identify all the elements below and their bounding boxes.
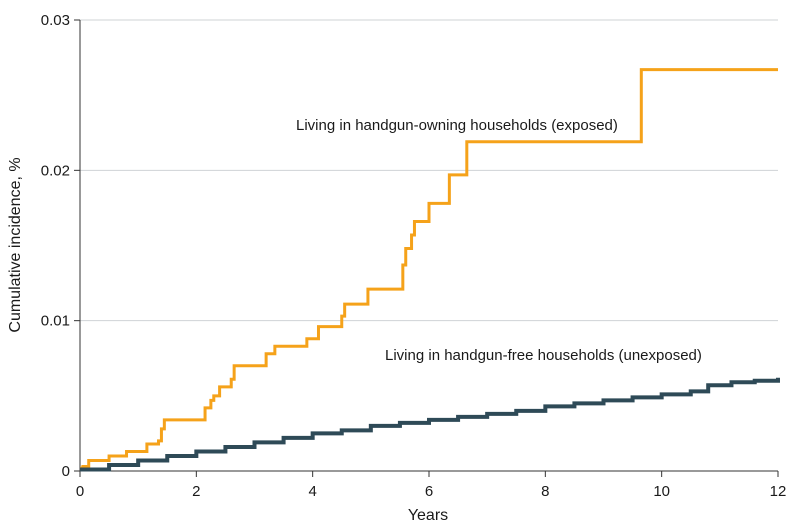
- x-tick-label: 6: [425, 483, 433, 500]
- y-tick-label: 0.01: [41, 313, 70, 330]
- series-label-unexposed: Living in handgun-free households (unexp…: [385, 347, 702, 364]
- x-axis-label: Years: [408, 507, 448, 524]
- x-tick-label: 12: [770, 483, 787, 500]
- series-line-exposed: [80, 68, 778, 470]
- x-tick-label: 0: [76, 483, 84, 500]
- y-axis-label: Cumulative incidence, %: [7, 157, 24, 332]
- series-lines: [80, 68, 780, 472]
- series-line-unexposed: [80, 377, 780, 472]
- axes: [79, 20, 778, 472]
- x-tick-label: 4: [308, 483, 316, 500]
- y-tick-label: 0: [62, 463, 70, 480]
- ticks: 0 2 4 6 8 10 12 0 0.01 0.02 0.03: [41, 12, 787, 500]
- x-tick-label: 10: [653, 483, 670, 500]
- y-tick-label: 0.03: [41, 12, 70, 29]
- y-tick-label: 0.02: [41, 162, 70, 179]
- x-tick-label: 2: [192, 483, 200, 500]
- grid-lines: [80, 19, 778, 322]
- series-label-exposed: Living in handgun-owning households (exp…: [296, 117, 618, 134]
- x-tick-label: 8: [541, 483, 549, 500]
